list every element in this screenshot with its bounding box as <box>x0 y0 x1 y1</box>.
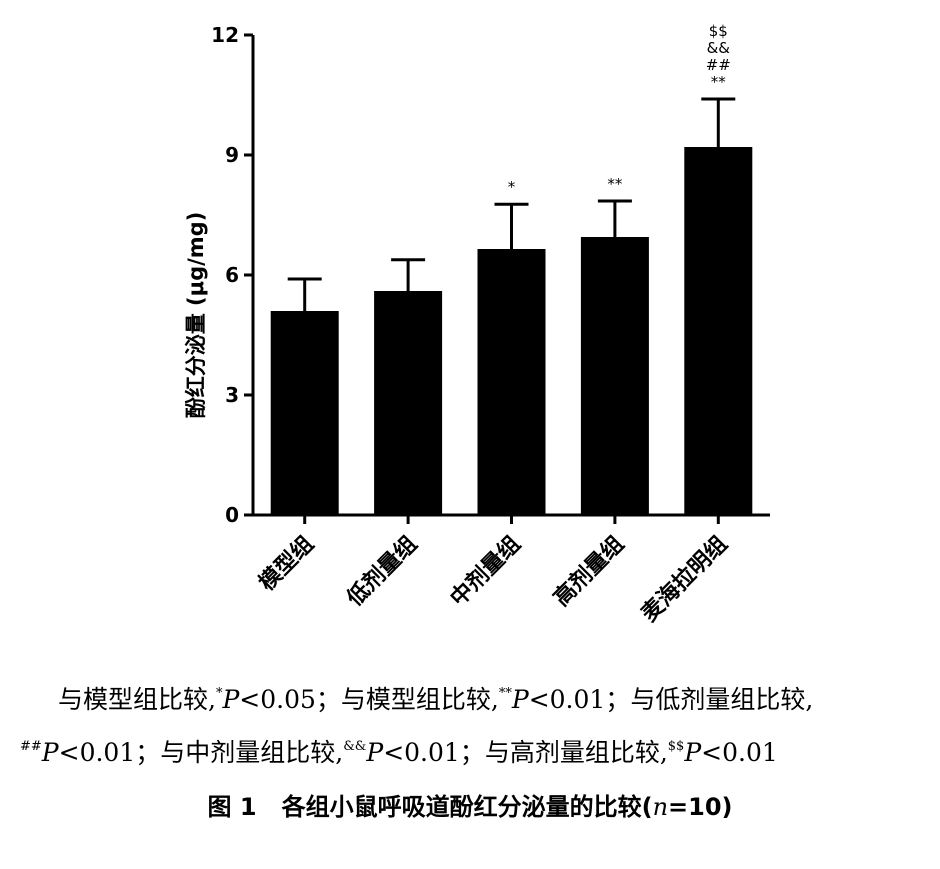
significance-label: && <box>707 39 731 57</box>
caption-label: 图 1 <box>207 793 257 821</box>
y-tick-label: 6 <box>225 263 239 287</box>
note-value: <0.01； <box>58 738 161 767</box>
note-symbol: && <box>343 738 367 754</box>
note-text: 与中剂量组比较, <box>160 738 344 767</box>
bar <box>684 147 753 515</box>
note-p: P <box>41 738 59 767</box>
caption-n: n <box>652 793 669 821</box>
bar <box>270 311 339 515</box>
note-p: P <box>511 685 529 714</box>
caption-title: 各组小鼠呼吸道酚红分泌量的比较( <box>281 793 653 821</box>
x-tick-label: 模型组 <box>254 531 319 596</box>
footnote-line-1: 与模型组比较,*P<0.05；与模型组比较,**P<0.01；与低剂量组比较, <box>0 680 940 716</box>
x-tick-label: 高剂量组 <box>549 531 630 612</box>
note-symbol: ** <box>498 685 512 701</box>
y-tick-label: 12 <box>211 23 239 47</box>
bar <box>477 249 546 515</box>
bar-chart: 0 3 6 9 12 酚红分泌量 (μg/mg) 模型组 低剂量组 中剂量组 * 高剂量组 ** 麦海拉… <box>184 22 770 627</box>
x-tick-label: 低剂量组 <box>341 531 422 612</box>
note-p: P <box>684 738 702 767</box>
significance-label: * <box>508 178 516 196</box>
x-tick-label: 麦海拉明组 <box>636 531 732 627</box>
caption-n-value: =10) <box>668 793 733 821</box>
bar <box>374 291 443 515</box>
note-value: <0.01 <box>701 738 778 767</box>
note-value: <0.01； <box>383 738 485 767</box>
chart-bars <box>270 97 753 515</box>
y-tick-label: 9 <box>225 143 239 167</box>
note-text: 与模型组比较, <box>58 685 216 714</box>
note-text: 与低剂量组比较, <box>630 685 814 714</box>
y-tick-label: 3 <box>225 383 239 407</box>
significance-label: ** <box>711 73 727 91</box>
y-axis-label: 酚红分泌量 (μg/mg) <box>184 212 208 419</box>
bar <box>580 237 649 515</box>
chart-labels: 0 3 6 9 12 酚红分泌量 (μg/mg) 模型组 低剂量组 中剂量组 * 高剂量组 ** 麦海拉… <box>184 22 733 627</box>
significance-label: ## <box>706 56 731 74</box>
significance-label: ** <box>607 175 623 193</box>
note-symbol: ## <box>20 738 42 754</box>
footnote-line-2: ##P<0.01；与中剂量组比较,&&P<0.01；与高剂量组比较,$$P<0.… <box>0 733 940 769</box>
x-tick-label: 中剂量组 <box>445 531 526 612</box>
significance-label: $$ <box>709 22 728 40</box>
note-p: P <box>222 685 240 714</box>
note-symbol: * <box>215 685 223 701</box>
note-p: P <box>366 738 384 767</box>
note-value: <0.01； <box>528 685 631 714</box>
figure-caption: 图 1 各组小鼠呼吸道酚红分泌量的比较(n=10) <box>0 787 940 822</box>
note-symbol: $$ <box>667 738 685 754</box>
note-text: 与高剂量组比较, <box>484 738 668 767</box>
note-value: <0.05； <box>239 685 341 714</box>
note-text: 与模型组比较, <box>340 685 499 714</box>
y-tick-label: 0 <box>225 503 239 527</box>
